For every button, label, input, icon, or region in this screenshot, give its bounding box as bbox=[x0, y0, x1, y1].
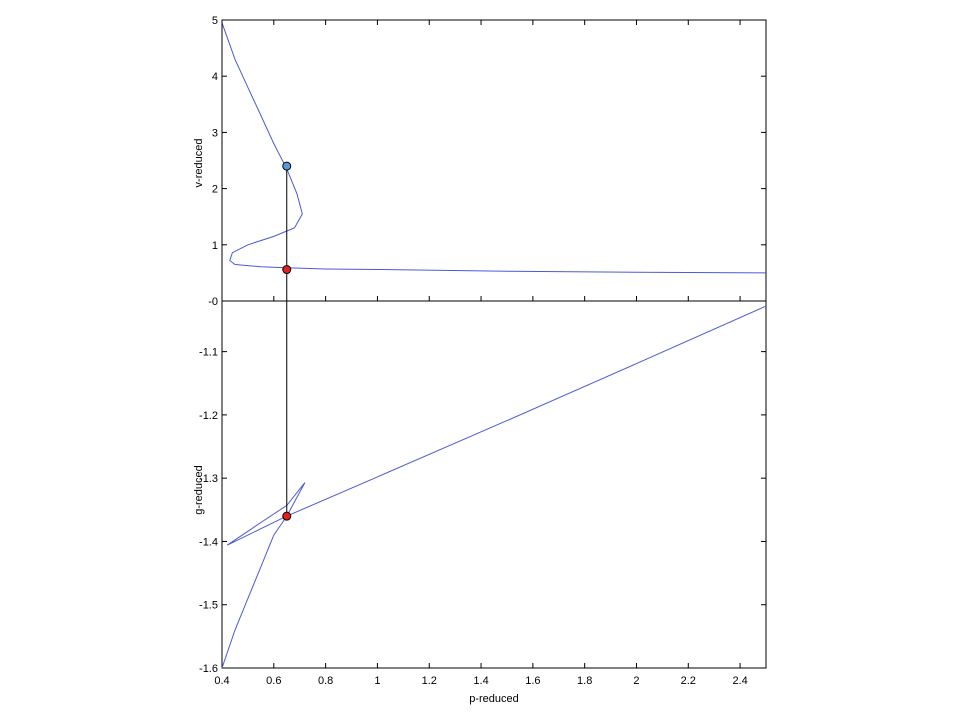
bottom-y-tick-label: -1.3 bbox=[199, 473, 218, 485]
bottom-plot: -1.1 -1.2 -1.3 -1.4 -1.5 -1.6 0.4 0.6 0.8 1 1.2 1.… bbox=[193, 20, 767, 705]
top-y-ticks: -0 1 2 3 4 5 bbox=[208, 15, 766, 308]
top-y-tick-label: 1 bbox=[212, 240, 218, 252]
bottom-x-tick-label: 1.4 bbox=[473, 675, 488, 687]
bottom-x-tick-label: 1 bbox=[374, 675, 380, 687]
top-axes-box bbox=[221, 19, 767, 302]
bottom-y-axis-label: g-reduced bbox=[193, 465, 205, 515]
bottom-y-tick-label: -1.1 bbox=[199, 347, 218, 359]
top-plot: -0 1 2 3 4 5 v-reduced bbox=[193, 15, 767, 308]
bottom-axes-box bbox=[221, 300, 767, 669]
bottom-x-tick-label: 1.2 bbox=[422, 675, 437, 687]
bottom-x-tick-label: 1.8 bbox=[577, 675, 592, 687]
top-y-tick-label: 3 bbox=[212, 127, 218, 139]
top-marker-point bbox=[282, 161, 292, 171]
markers bbox=[282, 161, 292, 521]
bottom-y-tick-label: -1.2 bbox=[199, 410, 218, 422]
bottom-x-axis-label: p-reduced bbox=[469, 693, 519, 705]
top-y-tick-label: 2 bbox=[212, 184, 218, 196]
bottom-y-tick-label: -1.5 bbox=[199, 600, 218, 612]
bottom-y-tick-label: -1.4 bbox=[199, 536, 218, 548]
bottom-x-tick-label: 2 bbox=[633, 675, 639, 687]
bottom-x-tick-label: 0.4 bbox=[214, 675, 229, 687]
bottom-marker-point bbox=[282, 511, 292, 521]
top-series-line bbox=[221, 22, 767, 274]
bottom-x-tick-label: 0.8 bbox=[318, 675, 333, 687]
bottom-x-ticks: 0.4 0.6 0.8 1 1.2 1.4 1.6 1.8 2 2.2 2.4 bbox=[214, 20, 748, 687]
bottom-x-tick-label: 0.6 bbox=[266, 675, 281, 687]
top-y-tick-label: 5 bbox=[212, 15, 218, 27]
top-y-tick-label: 4 bbox=[212, 71, 218, 83]
top-y-axis-label: v-reduced bbox=[193, 139, 205, 188]
top-y-tick-label: -0 bbox=[208, 296, 218, 308]
bottom-y-tick-label: -1.6 bbox=[199, 663, 218, 675]
bottom-x-tick-label: 1.6 bbox=[525, 675, 540, 687]
bottom-y-ticks: -1.1 -1.2 -1.3 -1.4 -1.5 -1.6 bbox=[199, 347, 766, 675]
bottom-x-tick-label: 2.2 bbox=[681, 675, 696, 687]
bottom-x-tick-label: 2.4 bbox=[732, 675, 747, 687]
top-marker-point bbox=[282, 265, 292, 275]
